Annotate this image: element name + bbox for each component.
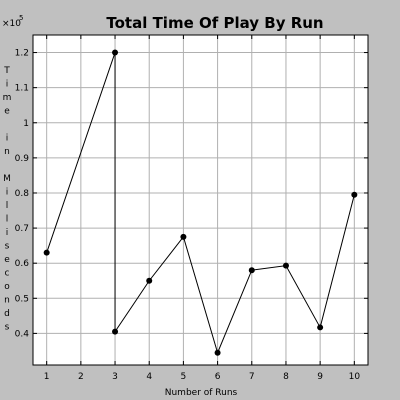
y-tick-label: 0.6 — [15, 259, 30, 269]
y-tick-label: 1.1 — [15, 84, 29, 94]
data-point — [112, 328, 119, 335]
y-tick-label: 1 — [23, 119, 29, 129]
data-point — [112, 49, 119, 56]
data-point — [180, 233, 187, 240]
y-tick-label: 0.4 — [15, 329, 30, 339]
plot-area: 1 2 3 4 5 6 7 8 9 10 0.4 0.5 0.6 0.7 0.8 0.9 1 1.1 1.2 — [15, 34, 369, 382]
x-tick-label: 10 — [349, 372, 361, 382]
plot-background — [33, 35, 368, 365]
x-tick-label: 1 — [44, 372, 50, 382]
x-tick-label: 4 — [146, 372, 152, 382]
plot-frame — [32, 34, 369, 366]
data-point — [214, 349, 221, 356]
data-point — [43, 249, 50, 256]
y-multiplier-label: ×10 — [2, 19, 21, 29]
chart-title: Total Time Of Play By Run — [106, 14, 323, 32]
x-tick-label: 2 — [78, 372, 84, 382]
x-tick-label: 6 — [215, 372, 221, 382]
x-tick-label: 5 — [181, 372, 187, 382]
data-point — [317, 324, 324, 331]
series-line — [46, 52, 355, 355]
x-axis-label: Number of Runs — [165, 388, 238, 398]
y-tick-label: 0.9 — [15, 154, 30, 164]
y-tick-label: 1.2 — [15, 49, 29, 59]
y-tick-label: 0.8 — [15, 189, 30, 199]
data-point — [146, 277, 153, 284]
data-point — [248, 267, 255, 274]
y-tick-label: 0.7 — [15, 224, 29, 234]
data-point — [351, 191, 358, 198]
x-tick-label: 3 — [112, 372, 118, 382]
x-tick-label: 8 — [283, 372, 289, 382]
x-tick-label: 7 — [249, 372, 255, 382]
y-multiplier-exponent: 5 — [19, 14, 23, 22]
data-point — [282, 262, 289, 269]
y-tick-label: 0.5 — [15, 294, 29, 304]
x-tick-label: 9 — [317, 372, 323, 382]
